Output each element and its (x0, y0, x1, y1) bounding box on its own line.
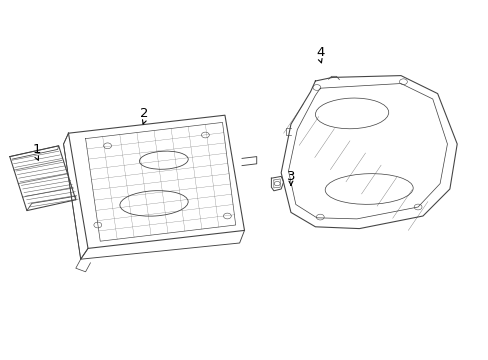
Text: 3: 3 (286, 170, 295, 183)
Text: 4: 4 (315, 46, 324, 59)
Text: 1: 1 (32, 143, 41, 156)
Text: 2: 2 (140, 107, 148, 120)
